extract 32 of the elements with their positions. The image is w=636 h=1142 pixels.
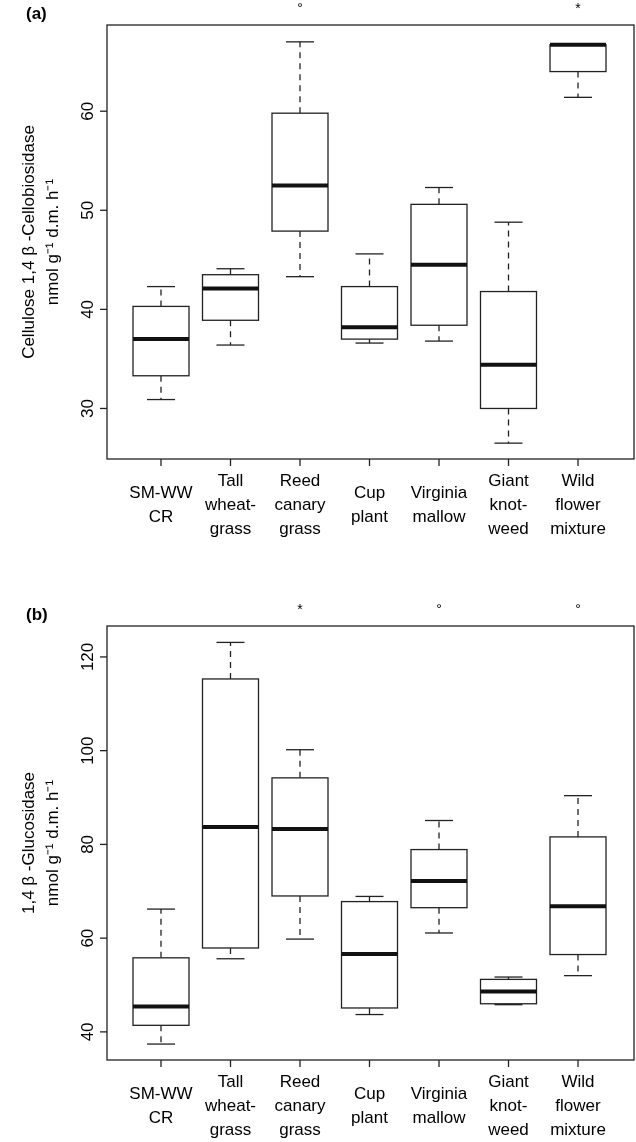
x-tick-label: SM-WW CR — [129, 1084, 193, 1127]
x-tick-label: Wild flower mixture — [550, 471, 606, 538]
x-tick-label: Tall wheat- grass — [203, 471, 257, 538]
chart-title: (b) — [26, 605, 48, 624]
y-tick-label: 50 — [78, 200, 97, 220]
text: ° — [436, 601, 442, 617]
y-axis-title: 1,4 β -Glucosidase nmol g⁻¹ d.m. h⁻¹ — [19, 771, 62, 915]
y-tick-label: 60 — [78, 928, 97, 948]
y-tick-label: 60 — [78, 101, 97, 121]
y-tick-label: 40 — [78, 1022, 97, 1042]
x-tick-label: Virginia mallow — [410, 483, 468, 526]
x-tick-label: Cup plant — [351, 1084, 389, 1127]
y-tick-label: 40 — [78, 299, 97, 319]
y-axis-title: Cellulose 1,4 β -Cellobiosidase nmol g⁻¹ d.m. h⁻¹ — [19, 125, 62, 359]
y-tick-label: 120 — [78, 642, 97, 672]
x-tick-label: SM-WW CR — [129, 483, 193, 526]
y-tick-label: 80 — [78, 834, 97, 854]
x-tick-label: Giant knot- weed — [487, 1072, 530, 1139]
text: * — [575, 0, 582, 16]
x-tick-label: Cup plant — [351, 483, 389, 526]
chart-title: (a) — [26, 4, 47, 23]
x-tick-label: Reed canary grass — [274, 471, 327, 538]
y-tick-label: 30 — [78, 399, 97, 418]
x-tick-label: Wild flower mixture — [550, 1072, 606, 1139]
x-tick-label: Reed canary grass — [274, 1072, 327, 1139]
y-tick-label: 100 — [78, 736, 97, 765]
x-tick-label: Giant knot- weed — [487, 471, 530, 538]
x-tick-label: Tall wheat- grass — [203, 1072, 257, 1139]
text: * — [297, 601, 304, 617]
x-tick-label: Virginia mallow — [410, 1084, 468, 1127]
text: ° — [575, 601, 581, 617]
text: ° — [297, 0, 303, 16]
